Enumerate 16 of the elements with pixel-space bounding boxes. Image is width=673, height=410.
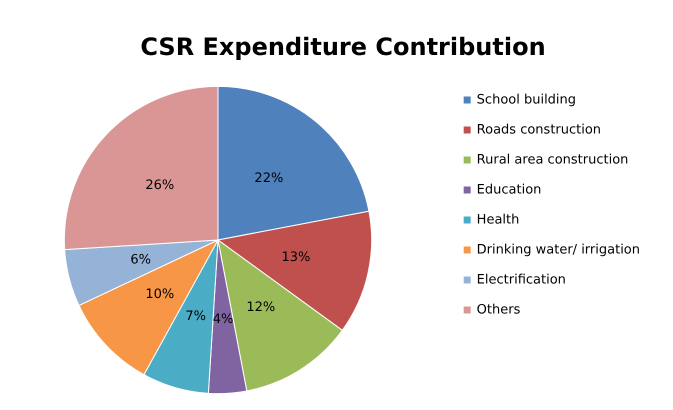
legend-label: School building [476,92,576,108]
legend-label: Health [476,212,520,228]
legend-label: Electrification [476,272,566,288]
legend-label: Education [476,182,542,198]
legend-label: Others [476,302,521,318]
legend-label: Roads construction [476,122,602,138]
data-label: 13% [281,250,310,265]
data-label: 7% [185,309,206,324]
legend-label: Rural area construction [476,152,628,168]
data-label: 6% [130,252,151,268]
data-label: 22% [254,170,284,186]
data-label: 26% [145,178,174,193]
legend-label: Drinking water/ irrigation [476,242,640,258]
data-label: 10% [145,287,174,302]
data-label: 12% [246,300,276,315]
chart-title: CSR Expenditure Contribution [140,33,546,61]
